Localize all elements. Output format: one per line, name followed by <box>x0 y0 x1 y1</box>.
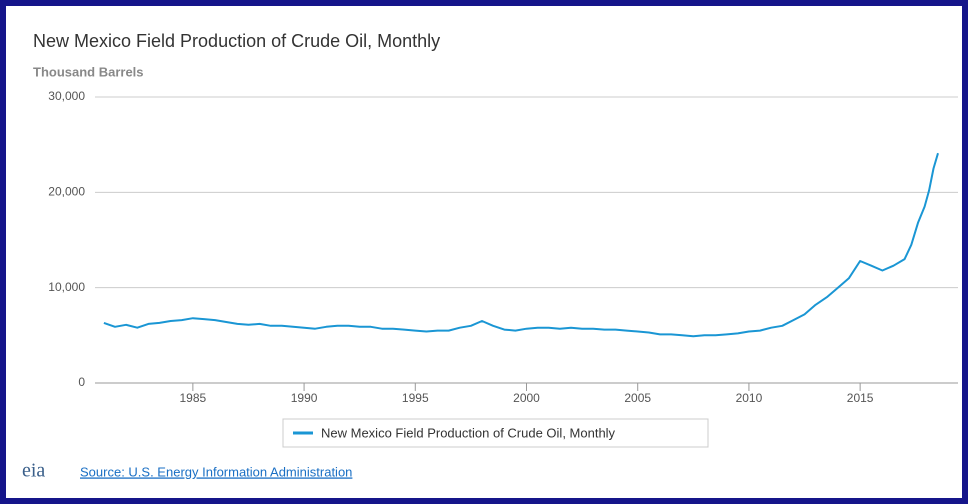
legend-label: New Mexico Field Production of Crude Oil… <box>321 425 616 440</box>
x-tick-label: 1990 <box>291 391 318 405</box>
legend <box>282 418 709 448</box>
logo: eia <box>22 460 45 482</box>
x-tick-label: 2010 <box>736 391 763 405</box>
x-tick-label: 1995 <box>402 391 429 405</box>
source-link[interactable]: Source: U.S. Energy Information Administ… <box>80 464 352 479</box>
chart-title: New Mexico Field Production of Crude Oil… <box>33 31 440 51</box>
x-tick-label: 2000 <box>513 391 540 405</box>
x-tick-label: 2005 <box>624 391 651 405</box>
y-tick-label: 20,000 <box>48 185 85 199</box>
y-tick-label: 30,000 <box>48 89 85 103</box>
series-line <box>103 152 939 338</box>
y-tick-label: 10,000 <box>48 280 85 294</box>
y-tick-label: 0 <box>78 375 85 389</box>
y-axis-label: Thousand Barrels <box>33 64 144 79</box>
x-tick-label: 1985 <box>180 391 207 405</box>
x-tick-label: 2015 <box>847 391 874 405</box>
panel <box>6 6 962 498</box>
